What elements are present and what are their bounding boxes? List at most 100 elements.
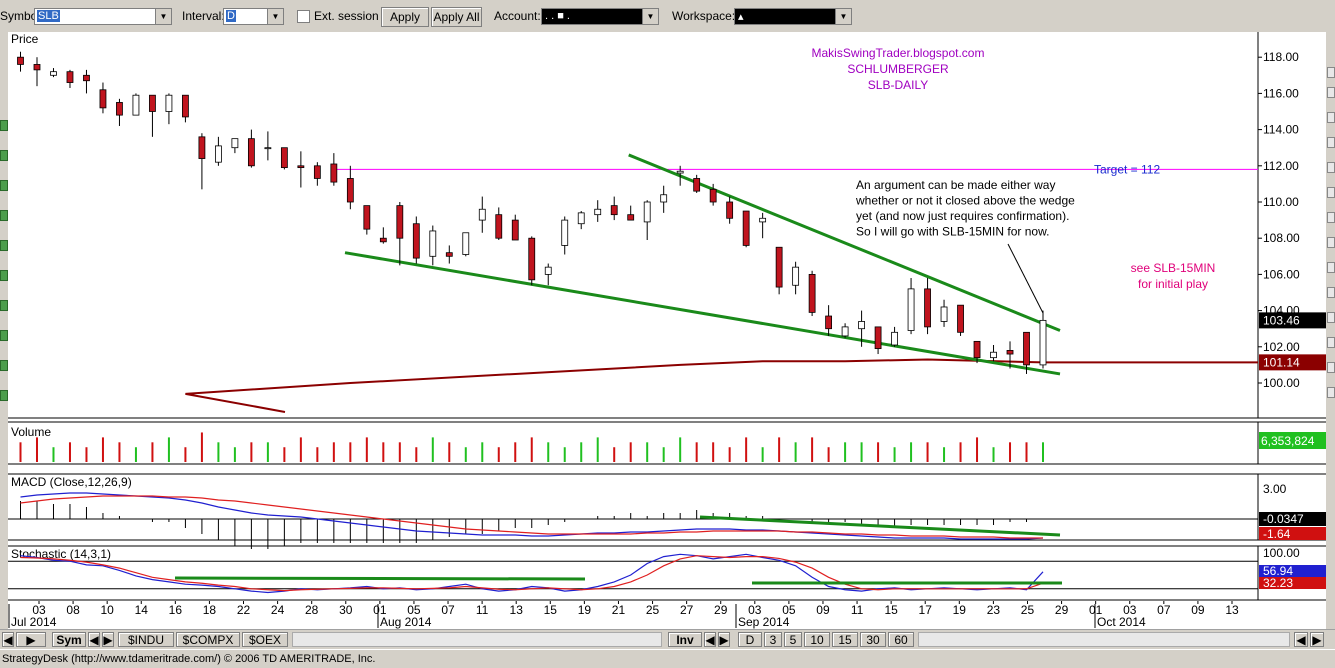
y-tick-label: 114.00 — [1263, 123, 1299, 137]
scroll-left-button[interactable]: ◀ — [2, 632, 14, 647]
scroll-right-button[interactable]: ▶ — [1310, 632, 1324, 647]
volume-bar — [382, 442, 385, 462]
volume-bar — [481, 442, 484, 462]
x-tick-label: 11 — [476, 603, 489, 617]
x-tick-label: 14 — [135, 603, 149, 617]
volume-panel[interactable]: Volume 6,353,824 — [8, 421, 1326, 465]
symbol-tab-oex[interactable]: $OEX — [242, 632, 288, 647]
y-tick-label: 112.00 — [1263, 159, 1299, 173]
volume-bar — [992, 447, 995, 462]
volume-bar — [332, 442, 335, 462]
volume-bar — [85, 447, 88, 462]
chevron-down-icon[interactable]: ▼ — [835, 9, 851, 24]
period-tab-10[interactable]: 10 — [804, 632, 830, 647]
inv-next-button[interactable]: ▶ — [718, 632, 730, 647]
candle-body — [478, 208, 486, 221]
tool-icon[interactable] — [0, 360, 8, 371]
interval-combo[interactable]: D ▼ — [223, 8, 284, 25]
toolbar: Symbol: SLB ▼ Interval: D ▼ Ext. session… — [0, 0, 1335, 33]
inv-prev-button[interactable]: ◀ — [704, 632, 716, 647]
x-tick-label: 24 — [271, 603, 285, 617]
candle-body — [297, 165, 305, 169]
candle-body — [544, 266, 552, 275]
price-panel[interactable]: Price100.00102.00104.00106.00108.00110.0… — [8, 32, 1326, 419]
x-tick-label: 01 — [1089, 603, 1103, 617]
sym-tab[interactable]: Sym — [52, 632, 86, 647]
tool-icon[interactable] — [0, 120, 8, 131]
tool-icon[interactable] — [0, 330, 8, 341]
period-tab-3[interactable]: 3 — [764, 632, 782, 647]
macd-line — [20, 492, 1044, 540]
x-tick-label: 03 — [32, 603, 46, 617]
workspace-combo[interactable]: ▴ ▼ — [734, 8, 852, 25]
interval-scrollbar[interactable] — [918, 632, 1290, 647]
candle-body — [1006, 350, 1014, 355]
y-tick-label: 100.00 — [1263, 376, 1300, 390]
chevron-down-icon[interactable]: ▼ — [155, 9, 171, 24]
stoch-k-label: 56.94 — [1263, 564, 1293, 578]
candle-body — [973, 340, 981, 359]
candle-body — [116, 102, 123, 116]
candle-body — [495, 214, 503, 239]
tool-icon[interactable] — [0, 270, 8, 281]
scroll-right-button[interactable]: ▶ — [16, 632, 46, 647]
candle-body — [693, 178, 701, 192]
panel-title: MACD (Close,12,26,9) — [11, 475, 132, 489]
period-tab-60[interactable]: 60 — [888, 632, 914, 647]
apply-all-button[interactable]: Apply All — [431, 7, 482, 27]
symbol-scrollbar[interactable] — [292, 632, 662, 647]
volume-bar — [398, 442, 401, 462]
candle-body — [66, 71, 74, 83]
last-price-label: 103.46 — [1263, 313, 1300, 327]
symbol-tab-indu[interactable]: $INDU — [118, 632, 174, 647]
candle-body — [957, 304, 964, 333]
volume-bar — [1025, 442, 1028, 462]
volume-bar — [349, 442, 352, 462]
period-tab-15[interactable]: 15 — [832, 632, 858, 647]
candle-body — [215, 145, 222, 163]
wedge-upper-line — [628, 153, 1061, 332]
symbol-combo[interactable]: SLB ▼ — [34, 8, 172, 25]
tool-icon[interactable] — [0, 300, 8, 311]
tool-icon[interactable] — [0, 210, 8, 221]
divergence-line — [699, 515, 1061, 537]
volume-tag — [1259, 432, 1326, 449]
sym-next-button[interactable]: ▶ — [102, 632, 114, 647]
symbol-tab-compx[interactable]: $COMPX — [176, 632, 240, 647]
macd-panel[interactable]: MACD (Close,12,26,9) 3.00 -0.0347-1.64 — [8, 473, 1326, 549]
tool-icon[interactable] — [0, 180, 8, 191]
inv-tab[interactable]: Inv — [668, 632, 702, 647]
scroll-left-button[interactable]: ◀ — [1294, 632, 1308, 647]
chevron-down-icon[interactable]: ▼ — [267, 9, 283, 24]
account-combo[interactable]: . . ■ . ▼ — [541, 8, 659, 25]
y-tick-label: 3.00 — [1263, 482, 1287, 496]
y-tick-label: 108.00 — [1263, 231, 1300, 245]
tool-icon[interactable] — [0, 150, 8, 161]
sym-prev-button[interactable]: ◀ — [88, 632, 100, 647]
tool-icon[interactable] — [0, 240, 8, 251]
volume-bar — [266, 442, 269, 462]
period-tab-30[interactable]: 30 — [860, 632, 886, 647]
volume-bar — [629, 442, 632, 462]
ext-session-checkbox[interactable] — [297, 10, 310, 23]
candle-body — [412, 223, 420, 259]
candle-body — [775, 246, 783, 288]
candle-body — [198, 136, 206, 159]
chevron-down-icon[interactable]: ▼ — [642, 9, 658, 24]
candle-body — [363, 205, 371, 230]
annotation-line: yet (and now just requires confirmation)… — [856, 209, 1069, 223]
volume-bar — [761, 447, 764, 462]
annotation-pointer — [1007, 243, 1044, 314]
period-tab-5[interactable]: 5 — [784, 632, 802, 647]
x-tick-label: 28 — [305, 603, 319, 617]
x-month-label: Sep 2014 — [738, 615, 790, 629]
candle-body — [627, 214, 635, 221]
period-tab-d[interactable]: D — [738, 632, 762, 647]
x-tick-label: 25 — [1021, 603, 1035, 617]
candle-body — [379, 237, 387, 243]
interval-value: D — [226, 10, 236, 22]
candle-body — [280, 147, 288, 169]
apply-button[interactable]: Apply — [381, 7, 429, 27]
tool-icon[interactable] — [0, 390, 8, 401]
